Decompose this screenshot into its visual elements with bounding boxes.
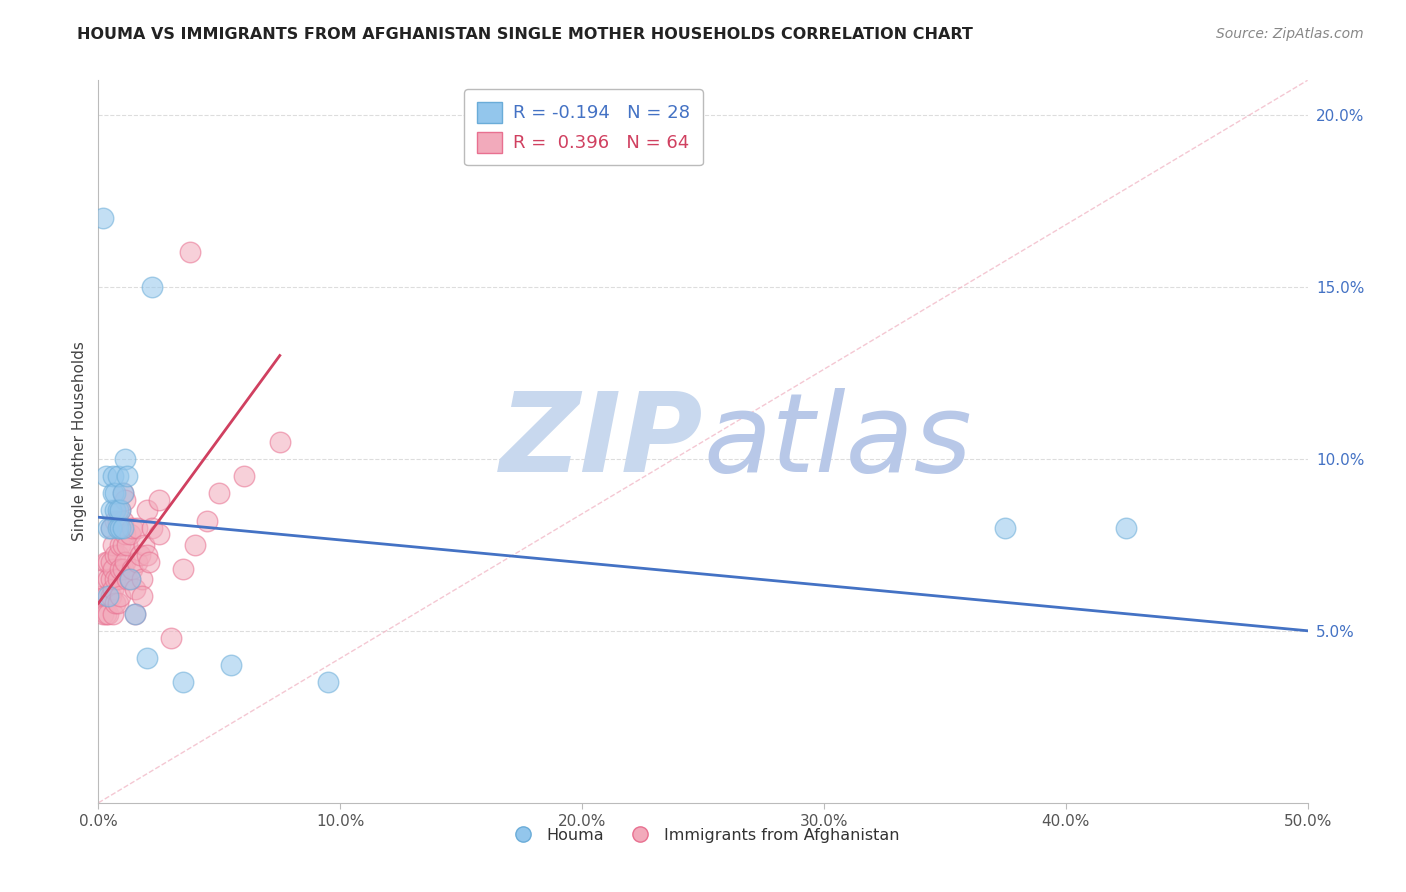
Point: [104, 596, 127, 610]
Point: [184, 538, 207, 552]
Point: [107, 514, 129, 528]
Point: [90, 590, 112, 604]
Text: atlas: atlas: [703, 388, 972, 495]
Point: [94, 607, 117, 621]
Point: [107, 520, 129, 534]
Point: [100, 503, 122, 517]
Point: [101, 582, 124, 597]
Point: [124, 607, 146, 621]
Point: [100, 520, 122, 534]
Text: Source: ZipAtlas.com: Source: ZipAtlas.com: [1216, 27, 1364, 41]
Point: [107, 503, 129, 517]
Point: [100, 555, 122, 569]
Point: [269, 434, 291, 449]
Point: [124, 582, 146, 597]
Point: [97, 590, 120, 604]
Point: [108, 520, 131, 534]
Point: [114, 451, 136, 466]
Point: [107, 469, 129, 483]
Point: [135, 651, 157, 665]
Point: [121, 520, 143, 534]
Point: [135, 548, 157, 562]
Point: [114, 555, 136, 569]
Point: [131, 590, 153, 604]
Point: [1115, 520, 1137, 534]
Point: [97, 607, 120, 621]
Point: [107, 596, 129, 610]
Point: [111, 538, 134, 552]
Point: [97, 572, 120, 586]
Point: [91, 572, 114, 586]
Point: [111, 486, 134, 500]
Point: [127, 520, 149, 534]
Point: [104, 548, 127, 562]
Point: [179, 245, 201, 260]
Point: [221, 658, 243, 673]
Point: [104, 572, 127, 586]
Point: [104, 503, 127, 517]
Point: [208, 486, 231, 500]
Point: [108, 590, 131, 604]
Legend: Houma, Immigrants from Afghanistan: Houma, Immigrants from Afghanistan: [501, 822, 905, 849]
Point: [108, 538, 131, 552]
Point: [111, 486, 134, 500]
Point: [994, 520, 1017, 534]
Point: [101, 486, 124, 500]
Point: [100, 520, 122, 534]
Point: [97, 520, 120, 534]
Point: [124, 607, 146, 621]
Point: [114, 493, 136, 508]
Point: [117, 469, 139, 483]
Point: [131, 572, 153, 586]
Point: [111, 562, 134, 576]
Point: [100, 590, 122, 604]
Point: [94, 469, 117, 483]
Point: [316, 675, 339, 690]
Point: [148, 527, 170, 541]
Point: [94, 555, 117, 569]
Point: [138, 555, 160, 569]
Point: [101, 469, 124, 483]
Text: HOUMA VS IMMIGRANTS FROM AFGHANISTAN SINGLE MOTHER HOUSEHOLDS CORRELATION CHART: HOUMA VS IMMIGRANTS FROM AFGHANISTAN SIN…: [77, 27, 973, 42]
Point: [97, 555, 120, 569]
Point: [117, 538, 139, 552]
Point: [108, 503, 131, 517]
Point: [108, 503, 131, 517]
Point: [232, 469, 254, 483]
Text: ZIP: ZIP: [499, 388, 703, 495]
Point: [91, 211, 114, 225]
Point: [148, 493, 170, 508]
Point: [114, 527, 136, 541]
Point: [104, 486, 127, 500]
Point: [101, 562, 124, 576]
Y-axis label: Single Mother Households: Single Mother Households: [72, 342, 87, 541]
Point: [127, 555, 149, 569]
Point: [121, 562, 143, 576]
Point: [117, 572, 139, 586]
Point: [141, 520, 163, 534]
Point: [100, 572, 122, 586]
Point: [111, 514, 134, 528]
Point: [172, 675, 194, 690]
Point: [104, 514, 127, 528]
Point: [118, 572, 141, 586]
Point: [108, 562, 131, 576]
Point: [107, 572, 129, 586]
Point: [160, 631, 183, 645]
Point: [111, 520, 134, 534]
Point: [94, 590, 117, 604]
Point: [128, 548, 150, 562]
Point: [101, 538, 124, 552]
Point: [118, 527, 141, 541]
Point: [135, 503, 157, 517]
Point: [107, 548, 129, 562]
Point: [101, 607, 124, 621]
Point: [172, 562, 194, 576]
Point: [134, 538, 156, 552]
Point: [141, 279, 163, 293]
Point: [118, 572, 141, 586]
Point: [195, 514, 218, 528]
Point: [91, 607, 114, 621]
